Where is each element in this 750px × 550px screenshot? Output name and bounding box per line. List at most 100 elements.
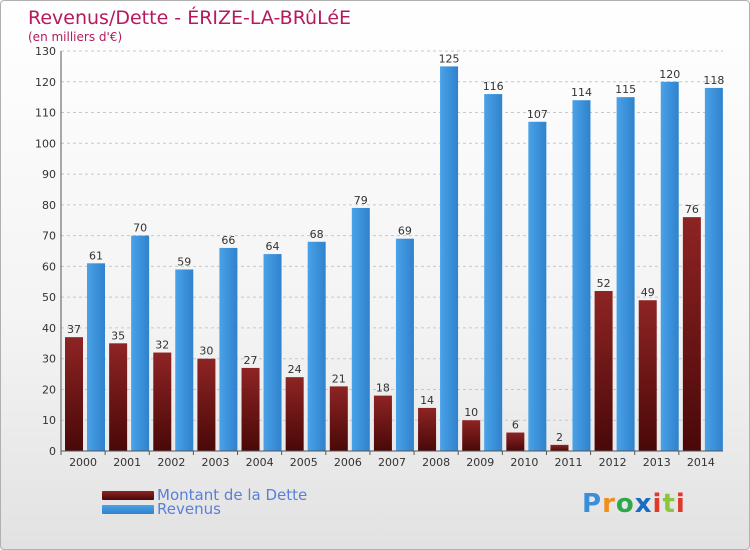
x-tick-label: 2006 [334, 456, 362, 469]
x-tick-label: 2005 [290, 456, 318, 469]
x-tick-label: 2013 [643, 456, 671, 469]
bar-revenus [572, 100, 591, 451]
data-label: 18 [376, 382, 390, 395]
data-label: 68 [310, 228, 324, 241]
data-label: 79 [354, 194, 368, 207]
bar-revenus [440, 66, 459, 451]
data-label: 35 [111, 329, 125, 342]
data-label: 69 [398, 225, 412, 238]
y-tick-label: 120 [35, 76, 56, 89]
data-label: 10 [464, 406, 478, 419]
data-label: 70 [133, 222, 147, 235]
y-tick-label: 20 [42, 383, 56, 396]
legend-item-dette: Montant de la Dette [102, 486, 308, 504]
data-label: 61 [89, 249, 103, 262]
bar-dette [285, 377, 304, 451]
x-tick-label: 2007 [378, 456, 406, 469]
legend-label-revenus: Revenus [157, 500, 221, 518]
bar-dette [594, 291, 613, 451]
data-label: 2 [556, 431, 563, 444]
bar-dette [197, 358, 216, 451]
bar-revenus [528, 121, 547, 452]
bar-revenus [307, 241, 326, 451]
data-label: 125 [439, 52, 460, 65]
bar-revenus [175, 269, 194, 451]
y-tick-label: 70 [42, 230, 56, 243]
x-tick-label: 2001 [113, 456, 141, 469]
data-label: 66 [221, 234, 235, 247]
y-tick-label: 10 [42, 414, 56, 427]
data-label: 116 [483, 80, 504, 93]
bar-revenus [704, 87, 723, 451]
bar-dette [638, 300, 657, 451]
data-label: 6 [512, 419, 519, 432]
data-label: 120 [659, 68, 680, 81]
data-label: 52 [597, 277, 611, 290]
data-label: 21 [332, 372, 346, 385]
x-tick-label: 2000 [69, 456, 97, 469]
bar-revenus [263, 254, 282, 451]
y-tick-label: 110 [35, 107, 56, 120]
data-label: 107 [527, 108, 548, 121]
y-tick-label: 40 [42, 322, 56, 335]
bar-revenus [616, 97, 635, 452]
x-tick-label: 2011 [555, 456, 583, 469]
bar-dette [153, 352, 172, 451]
bar-dette [109, 343, 128, 451]
y-tick-label: 0 [49, 445, 56, 458]
bar-dette [550, 444, 569, 451]
bar-revenus [395, 238, 414, 451]
bar-dette [418, 407, 437, 451]
data-label: 32 [155, 339, 169, 352]
data-label: 114 [571, 86, 592, 99]
bar-revenus [660, 81, 679, 452]
bar-revenus [219, 247, 238, 451]
bar-dette [65, 337, 83, 451]
y-tick-label: 100 [35, 137, 56, 150]
y-tick-label: 50 [42, 291, 56, 304]
bar-revenus [87, 263, 105, 451]
data-label: 118 [703, 74, 724, 87]
legend-item-revenus: Revenus [102, 500, 221, 518]
legend-swatch-dette [102, 490, 154, 500]
data-label: 27 [244, 354, 258, 367]
y-tick-label: 130 [35, 45, 56, 58]
y-tick-label: 90 [42, 168, 56, 181]
bar-dette [329, 386, 348, 451]
x-tick-label: 2010 [510, 456, 538, 469]
x-tick-label: 2009 [466, 456, 494, 469]
legend-label-dette: Montant de la Dette [157, 486, 308, 504]
bar-dette [241, 367, 260, 451]
bar-revenus [131, 235, 150, 451]
bar-dette [462, 420, 481, 451]
data-label: 49 [641, 286, 655, 299]
x-tick-label: 2008 [422, 456, 450, 469]
data-label: 115 [615, 83, 636, 96]
chart-subtitle: (en milliers d'€) [28, 30, 123, 44]
legend-swatch-revenus [102, 504, 154, 514]
data-label: 30 [199, 345, 213, 358]
x-tick-label: 2004 [246, 456, 274, 469]
y-tick-label: 60 [42, 260, 56, 273]
y-tick-label: 30 [42, 353, 56, 366]
bar-dette [682, 217, 701, 451]
bar-revenus [484, 94, 503, 452]
bar-dette [373, 395, 392, 451]
x-tick-label: 2012 [599, 456, 627, 469]
data-label: 59 [177, 255, 191, 268]
data-label: 64 [266, 240, 280, 253]
proxiti-logo: Proxiti [582, 489, 686, 519]
y-tick-label: 80 [42, 199, 56, 212]
bar-revenus [351, 207, 370, 451]
data-label: 24 [288, 363, 302, 376]
x-tick-label: 2003 [201, 456, 229, 469]
bar-dette [506, 432, 525, 451]
data-label: 37 [67, 323, 81, 336]
x-tick-label: 2002 [157, 456, 185, 469]
data-label: 14 [420, 394, 434, 407]
data-label: 76 [685, 203, 699, 216]
x-tick-label: 2014 [687, 456, 715, 469]
chart-title: Revenus/Dette - ÉRIZE-LA-BRûLéE [28, 7, 352, 29]
